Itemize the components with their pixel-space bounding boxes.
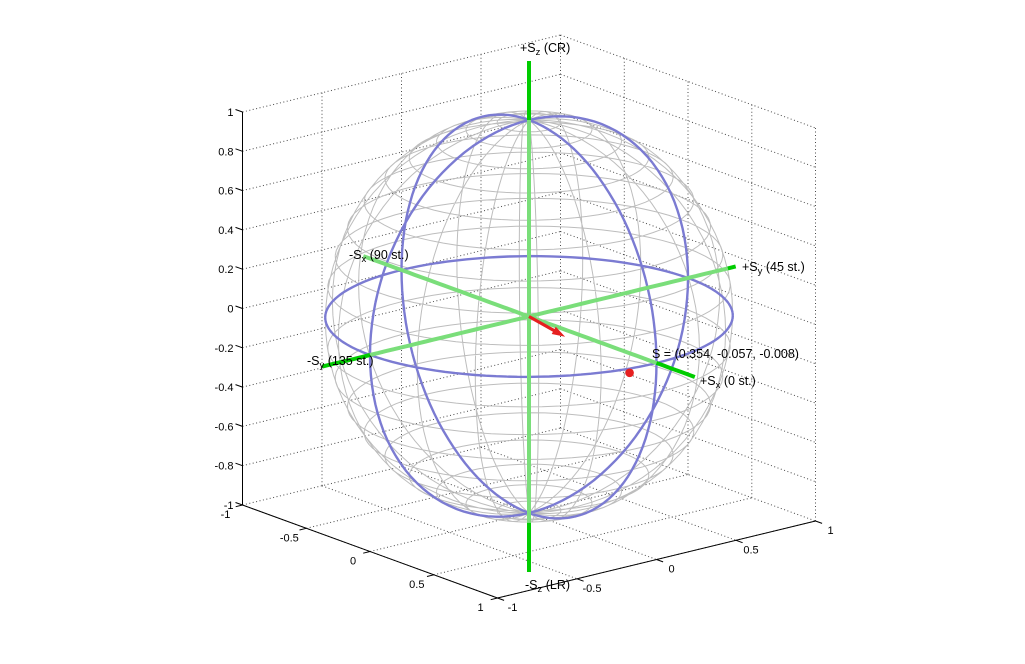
tick-label: -0.8 — [215, 461, 234, 473]
axis-label-plus-sy: +Sy (45 st.) — [742, 260, 805, 277]
tick-label: -0.4 — [215, 382, 234, 394]
axis-label-plus-sx: +Sx (0 st.) — [700, 374, 756, 391]
tick-label: 1 — [827, 525, 833, 537]
tick-label: 0 — [227, 304, 233, 316]
tick-label: 0 — [350, 556, 356, 568]
axis-tick-marks — [235, 109, 823, 601]
tick-label: -0.2 — [215, 343, 234, 355]
axis-name-labels: +Sz (CR) -Sx (90 st.) +Sy (45 st.) -Sy (135… — [307, 41, 805, 595]
tick-label: 0 — [668, 564, 674, 576]
stokes-vector-annotation: S = (0.354, -0.057, -0.008) — [652, 347, 799, 361]
axis-tick-labels: -1 -0.8 -0.6 -0.4 -0.2 0 0.2 0.4 0.6 0.8 1 -1 -0.5 0 0… — [215, 107, 834, 614]
axis-label-minus-sz: -Sz (LR) — [525, 578, 570, 595]
stokes-vector-arrowhead — [551, 326, 566, 337]
stokes-axes-back — [362, 120, 729, 523]
great-circles-back — [324, 113, 734, 520]
tick-label: -0.5 — [280, 532, 299, 544]
tick-label: -0.6 — [215, 421, 234, 433]
stokes-point-marker — [625, 368, 634, 378]
stokes-vector-shaft — [528, 315, 559, 335]
tick-label: -1 — [508, 602, 518, 614]
tick-label: 0.8 — [218, 146, 233, 158]
stokes-axes-front — [321, 61, 737, 572]
axis-label-minus-sx: -Sx (90 st.) — [349, 248, 409, 265]
tick-label: -1 — [221, 509, 231, 521]
tick-label: 1 — [477, 602, 483, 614]
tick-label: 0.2 — [218, 264, 233, 276]
axis-label-plus-sz: +Sz (CR) — [520, 41, 570, 58]
tick-label: -0.5 — [583, 583, 602, 595]
tick-label: 0.6 — [218, 186, 233, 198]
tick-label: 1 — [227, 107, 233, 119]
axis-label-minus-sy: -Sy (135 st.) — [307, 354, 374, 371]
tick-label: 0.5 — [743, 544, 758, 556]
tick-label: 0.5 — [409, 579, 424, 591]
tick-label: -1 — [224, 500, 234, 512]
tick-label: 0.4 — [218, 225, 233, 237]
